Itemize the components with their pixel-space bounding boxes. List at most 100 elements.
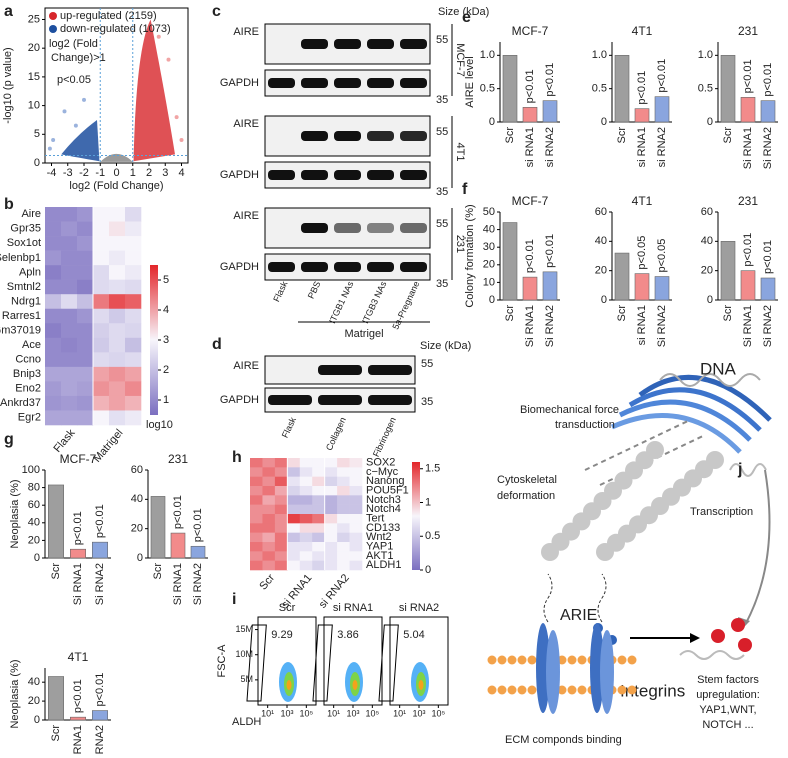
x-tick-label: Si RNA1: [172, 563, 184, 605]
lane-label: Fibrinogen: [371, 416, 398, 459]
bar: [502, 222, 518, 301]
heat-cell: [125, 265, 142, 280]
heat-cell: [299, 467, 313, 477]
lane-label: ITGB3 NAs: [360, 279, 389, 325]
blot-row-label: AIRE: [233, 118, 259, 130]
heat-cell: [324, 495, 338, 505]
x-tick-label: Scr: [504, 127, 516, 144]
y-axis-label: -log10 (p value): [2, 47, 14, 123]
heat-cell: [125, 207, 142, 222]
x-axis-label: ALDH: [232, 716, 261, 728]
p-value-label: p<0.01: [72, 679, 84, 713]
x-tick-label: si RNA2: [94, 725, 106, 758]
y-tick-label: 20: [595, 265, 607, 277]
y-tick-label: 0: [137, 552, 143, 564]
x-tick-label: 10³: [280, 708, 293, 718]
heat-cell: [61, 410, 78, 426]
heat-cell: [45, 308, 62, 324]
heat-cell: [349, 560, 363, 571]
heat-cell: [93, 294, 110, 310]
x-tick-label: 10¹: [261, 708, 274, 718]
nucleus-envelope: [610, 413, 742, 454]
heat-cell: [77, 207, 94, 222]
y-tick-label: 40: [701, 235, 713, 247]
blot-band: [268, 395, 312, 405]
y-tick-label: 5M: [240, 674, 253, 684]
blot-band: [334, 131, 361, 141]
heat-cell: [274, 476, 288, 487]
heat-cell: [125, 352, 142, 368]
row-label: Sox1ot: [7, 237, 41, 249]
legend-label: down-regulated (1073): [60, 23, 171, 35]
blot-band: [367, 223, 394, 233]
heat-cell: [109, 395, 126, 411]
heat-cell: [349, 495, 363, 505]
x-tick-label: -3: [63, 167, 73, 179]
heat-cell: [125, 337, 142, 353]
x-tick-label: Si RNA2: [94, 563, 106, 605]
tether: [597, 573, 607, 623]
heat-cell: [109, 294, 126, 310]
blot-band: [367, 78, 394, 88]
panel-letter: e: [462, 9, 471, 26]
column-label: Flask: [51, 427, 77, 455]
p-value-label: p<0.01: [742, 233, 754, 267]
p-value-label: p<0.01: [544, 63, 556, 97]
blot-band: [400, 131, 427, 141]
y-tick-label: 10: [483, 276, 495, 288]
heat-cell: [287, 532, 301, 543]
transcription-arrow: [744, 469, 771, 626]
p-value-label: p<0.01: [656, 59, 668, 93]
y-axis-label: FSC-A: [216, 644, 228, 678]
tether: [543, 573, 553, 623]
colorbar-tick-label: 1.5: [425, 463, 440, 475]
y-tick-label: 40: [28, 676, 40, 688]
heat-cell: [287, 542, 301, 552]
x-tick-label: 4: [178, 167, 184, 179]
heat-cell: [312, 495, 325, 505]
x-axis-label: log2 (Fold Change): [69, 180, 163, 192]
y-tick-label: 30: [483, 241, 495, 253]
x-tick-label: Si RNA2: [192, 563, 204, 605]
heat-cell: [274, 551, 288, 561]
heat-cell: [125, 323, 142, 339]
heat-cell: [61, 337, 78, 353]
heat-cell: [287, 467, 301, 477]
heat-cell: [337, 551, 350, 561]
x-tick-label: Scr: [50, 725, 62, 742]
size-marker: 55: [421, 358, 433, 370]
heat-cell: [274, 560, 288, 571]
bar: [70, 716, 87, 721]
bar: [654, 96, 670, 123]
annotation: p<0.05: [57, 74, 91, 86]
p-value-label: p<0.01: [524, 239, 536, 273]
bar: [47, 484, 64, 559]
y-tick-label: 5: [34, 128, 40, 140]
bar: [522, 107, 538, 123]
colorbar-tick-label: 4: [163, 304, 169, 316]
y-tick-label: 0: [601, 294, 607, 306]
size-marker: 35: [436, 278, 448, 290]
integrin: [546, 630, 560, 714]
bar: [634, 273, 650, 301]
heat-cell: [262, 551, 276, 561]
blot-band: [301, 170, 328, 180]
heat-cell: [61, 381, 78, 397]
heat-cell: [299, 532, 313, 543]
heat-cell: [324, 476, 338, 487]
event-cloud: [418, 680, 424, 690]
y-tick-label: 0.5: [480, 83, 495, 95]
y-tick-label: 100: [22, 464, 40, 476]
heat-cell: [274, 467, 288, 477]
blot-band: [301, 39, 328, 49]
row-label: Apln: [19, 266, 41, 278]
heat-cell: [77, 410, 94, 426]
bar: [720, 55, 736, 123]
heat-cell: [61, 221, 78, 237]
ecm-label: ECM componds binding: [505, 734, 622, 746]
heat-cell: [299, 551, 313, 561]
blot-row-label: GAPDH: [220, 394, 259, 406]
heat-cell: [274, 523, 288, 533]
x-tick-label: si RNA1: [524, 127, 536, 167]
heat-cell: [61, 294, 78, 310]
